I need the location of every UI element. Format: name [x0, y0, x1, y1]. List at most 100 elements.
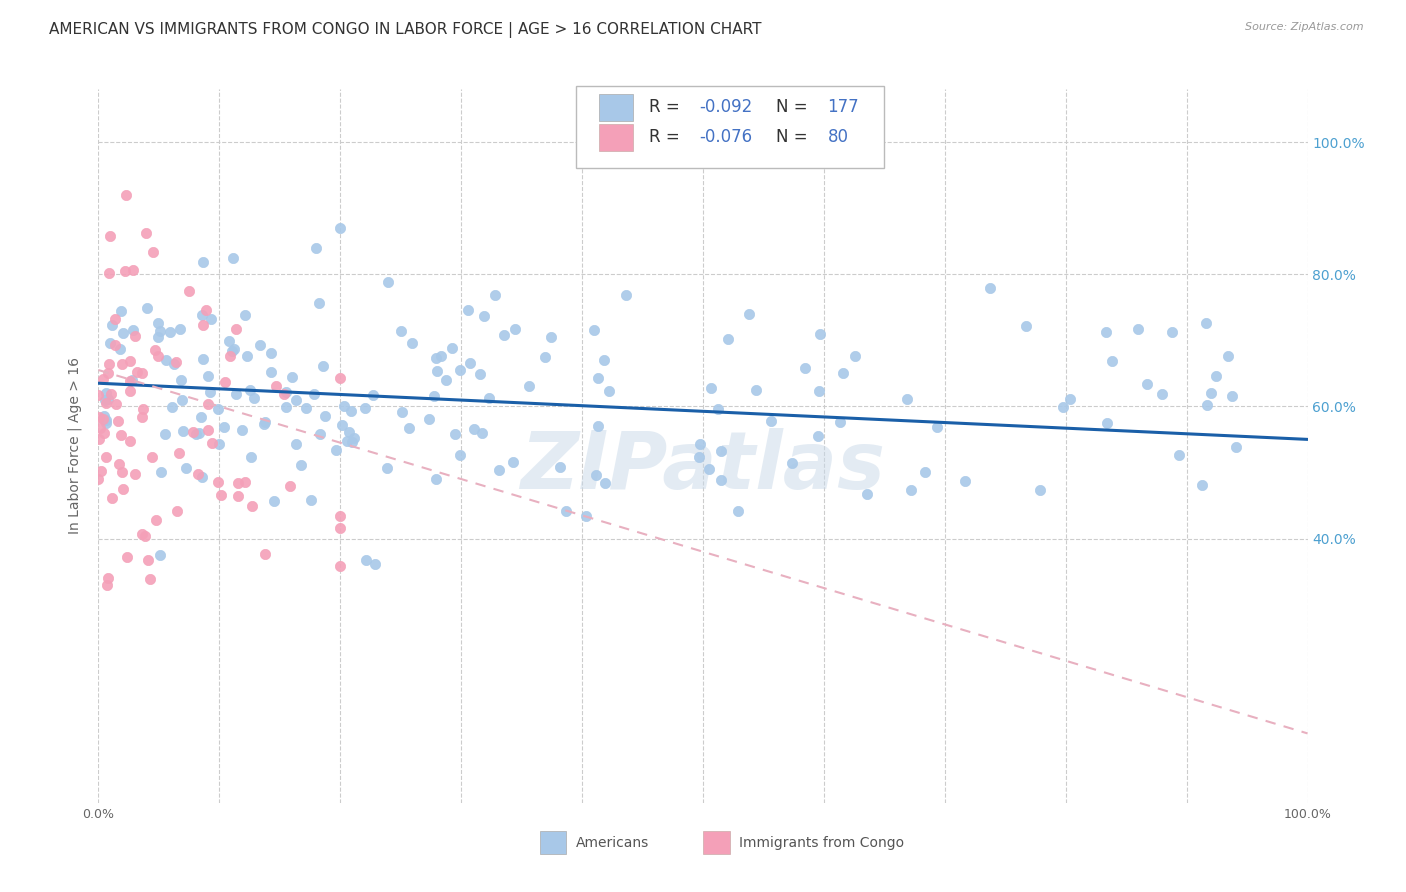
FancyBboxPatch shape — [599, 124, 633, 152]
Point — [1167, 448, 1189, 462]
Point — [93, 409, 115, 423]
Point — [148, 316, 170, 330]
Point — [193, 255, 215, 269]
Point — [87, 409, 110, 424]
Point — [231, 423, 253, 437]
Point — [100, 228, 122, 243]
Point — [598, 384, 620, 398]
Point — [101, 491, 124, 505]
Point — [290, 458, 312, 472]
Point — [278, 479, 301, 493]
Point — [208, 437, 231, 451]
Point — [329, 508, 352, 523]
Y-axis label: In Labor Force | Age > 16: In Labor Force | Age > 16 — [67, 358, 83, 534]
Point — [285, 436, 308, 450]
Point — [807, 428, 830, 442]
Point — [312, 359, 335, 373]
Point — [226, 476, 249, 491]
Point — [808, 384, 831, 398]
Point — [458, 356, 481, 370]
Point — [423, 389, 446, 403]
Point — [184, 426, 207, 441]
Text: -0.076: -0.076 — [699, 128, 752, 146]
Point — [149, 324, 172, 338]
Point — [340, 435, 363, 450]
Point — [107, 414, 129, 428]
Point — [169, 322, 191, 336]
Point — [329, 221, 352, 235]
Point — [488, 463, 510, 477]
Point — [176, 460, 198, 475]
Point — [329, 559, 352, 574]
Text: -0.092: -0.092 — [699, 98, 752, 116]
Point — [555, 503, 578, 517]
Point — [87, 473, 110, 487]
Text: 177: 177 — [828, 98, 859, 116]
Point — [325, 443, 347, 458]
Point — [94, 416, 117, 430]
Point — [353, 401, 375, 416]
Point — [710, 473, 733, 487]
Point — [583, 323, 606, 337]
Point — [1136, 377, 1159, 392]
Text: N =: N = — [776, 98, 813, 116]
Point — [221, 344, 243, 359]
Point — [457, 302, 479, 317]
Point — [418, 412, 440, 426]
Point — [441, 341, 464, 355]
Point — [363, 558, 385, 572]
Point — [117, 550, 139, 565]
Point — [114, 188, 136, 202]
Point — [96, 450, 118, 464]
Point — [444, 427, 467, 442]
Point — [502, 454, 524, 468]
Point — [517, 379, 540, 393]
Point — [470, 368, 492, 382]
Point — [710, 443, 733, 458]
Point — [449, 363, 471, 377]
Point — [1150, 387, 1173, 401]
Point — [118, 384, 141, 398]
Point — [225, 322, 247, 336]
Point — [191, 352, 214, 367]
Point — [187, 467, 209, 481]
Point — [94, 413, 117, 427]
Point — [89, 420, 111, 434]
Point — [124, 467, 146, 482]
Point — [101, 318, 124, 332]
Point — [87, 432, 110, 446]
Point — [110, 465, 132, 479]
Point — [149, 549, 172, 563]
Point — [212, 420, 235, 434]
Text: 80: 80 — [828, 128, 849, 146]
Point — [274, 385, 297, 400]
Point — [391, 404, 413, 418]
Point — [401, 335, 423, 350]
Point — [548, 460, 571, 475]
Point — [689, 437, 711, 451]
Point — [471, 426, 494, 441]
Point — [190, 308, 212, 322]
Point — [1014, 318, 1036, 333]
Point — [260, 365, 283, 379]
Point — [122, 263, 145, 277]
Point — [108, 342, 131, 356]
Point — [914, 465, 936, 479]
Point — [426, 363, 449, 377]
Point — [389, 324, 412, 338]
Point — [377, 275, 399, 289]
Point — [111, 357, 134, 371]
Point — [249, 337, 271, 351]
Point — [105, 397, 128, 411]
Point — [463, 422, 485, 436]
Point — [120, 354, 142, 368]
Point — [254, 416, 277, 430]
Point — [780, 456, 803, 470]
Point — [697, 462, 720, 476]
Point — [280, 369, 302, 384]
Point — [1052, 400, 1074, 414]
Point — [1059, 392, 1081, 406]
Point — [979, 281, 1001, 295]
Point — [96, 385, 118, 400]
Point — [1195, 316, 1218, 330]
